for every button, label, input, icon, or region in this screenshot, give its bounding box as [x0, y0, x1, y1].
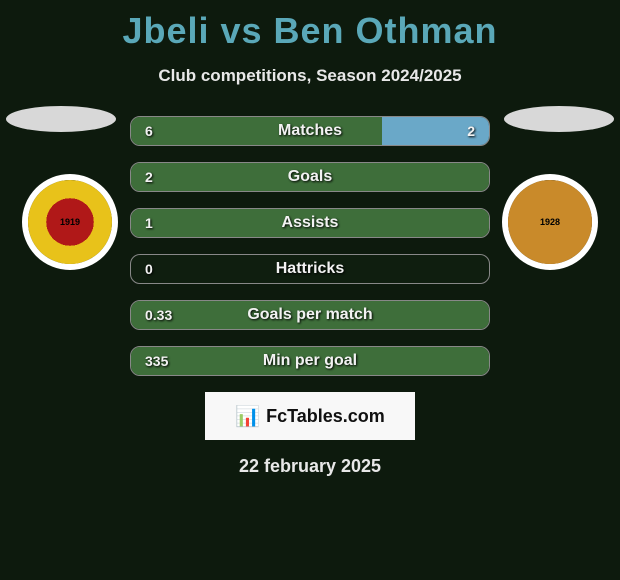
subtitle: Club competitions, Season 2024/2025: [0, 66, 620, 86]
stat-value-left: 0.33: [145, 307, 172, 323]
bar-fill-left: [131, 209, 489, 237]
stat-value-right: 2: [467, 123, 475, 139]
player-placeholder-right: [504, 106, 614, 132]
club-year-left: 1919: [60, 218, 80, 227]
fctables-badge: 📊 FcTables.com: [205, 392, 415, 440]
stat-row: 0Hattricks: [130, 254, 490, 284]
player-placeholder-left: [6, 106, 116, 132]
stat-bars-container: 62Matches2Goals1Assists0Hattricks0.33Goa…: [130, 106, 490, 376]
bar-fill-left: [131, 117, 382, 145]
fctables-text: FcTables.com: [266, 406, 385, 427]
stat-row: 2Goals: [130, 162, 490, 192]
stat-value-left: 335: [145, 353, 168, 369]
bar-fill-left: [131, 347, 489, 375]
club-badge-left-icon: 1919: [28, 180, 112, 264]
stat-row: 335Min per goal: [130, 346, 490, 376]
stat-value-left: 0: [145, 261, 153, 277]
club-logo-left: 1919: [22, 174, 118, 270]
stat-row: 1Assists: [130, 208, 490, 238]
comparison-area: 1919 1928 62Matches2Goals1Assists0Hattri…: [0, 106, 620, 376]
chart-icon: 📊: [235, 404, 260, 429]
stat-label: Hattricks: [131, 260, 489, 278]
date-label: 22 february 2025: [0, 456, 620, 477]
club-year-right: 1928: [540, 218, 560, 227]
stat-row: 0.33Goals per match: [130, 300, 490, 330]
club-badge-right-icon: 1928: [508, 180, 592, 264]
bar-fill-left: [131, 163, 489, 191]
stat-row: 62Matches: [130, 116, 490, 146]
stat-value-left: 6: [145, 123, 153, 139]
page-title: Jbeli vs Ben Othman: [0, 0, 620, 52]
stat-value-left: 2: [145, 169, 153, 185]
stat-value-left: 1: [145, 215, 153, 231]
club-logo-right: 1928: [502, 174, 598, 270]
bar-fill-left: [131, 301, 489, 329]
